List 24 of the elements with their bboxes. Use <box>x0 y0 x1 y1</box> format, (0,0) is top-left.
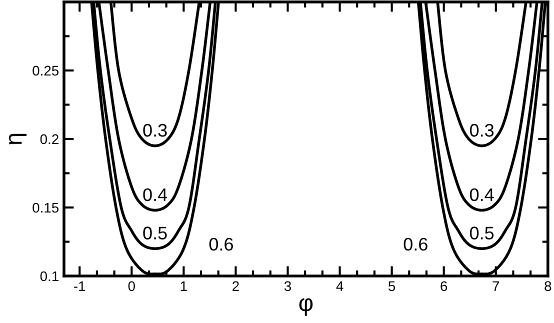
series-label: 0.4 <box>143 188 168 202</box>
series-label: 0.3 <box>470 124 494 137</box>
x-tick-label: 4 <box>336 281 344 291</box>
y-tick-label: 0.15 <box>32 202 59 213</box>
series-label: 0.5 <box>143 226 167 240</box>
x-tick-label: 7 <box>492 281 500 291</box>
series-label: 0.5 <box>470 226 494 240</box>
x-tick-label: 5 <box>388 281 396 292</box>
x-tick-label: 1 <box>180 281 187 291</box>
y-tick-label: 0.2 <box>40 134 58 144</box>
y-tick-label: 0.1 <box>40 271 58 282</box>
x-tick-label: 3 <box>284 281 291 292</box>
y-axis-title: η <box>8 134 27 144</box>
x-tick-label: 8 <box>544 281 552 292</box>
x-tick-label: 6 <box>440 281 448 292</box>
x-tick-label: 2 <box>232 281 239 291</box>
series-label: 0.4 <box>470 188 494 202</box>
x-axis-title: φ <box>299 298 313 316</box>
series-label: 0.6 <box>404 238 428 251</box>
x-tick-label: -1 <box>74 281 86 291</box>
y-tick-label: 0.25 <box>32 66 59 76</box>
series-label: 0.3 <box>143 124 167 137</box>
x-tick-label: 0 <box>128 281 135 292</box>
series-label: 0.6 <box>209 238 233 251</box>
